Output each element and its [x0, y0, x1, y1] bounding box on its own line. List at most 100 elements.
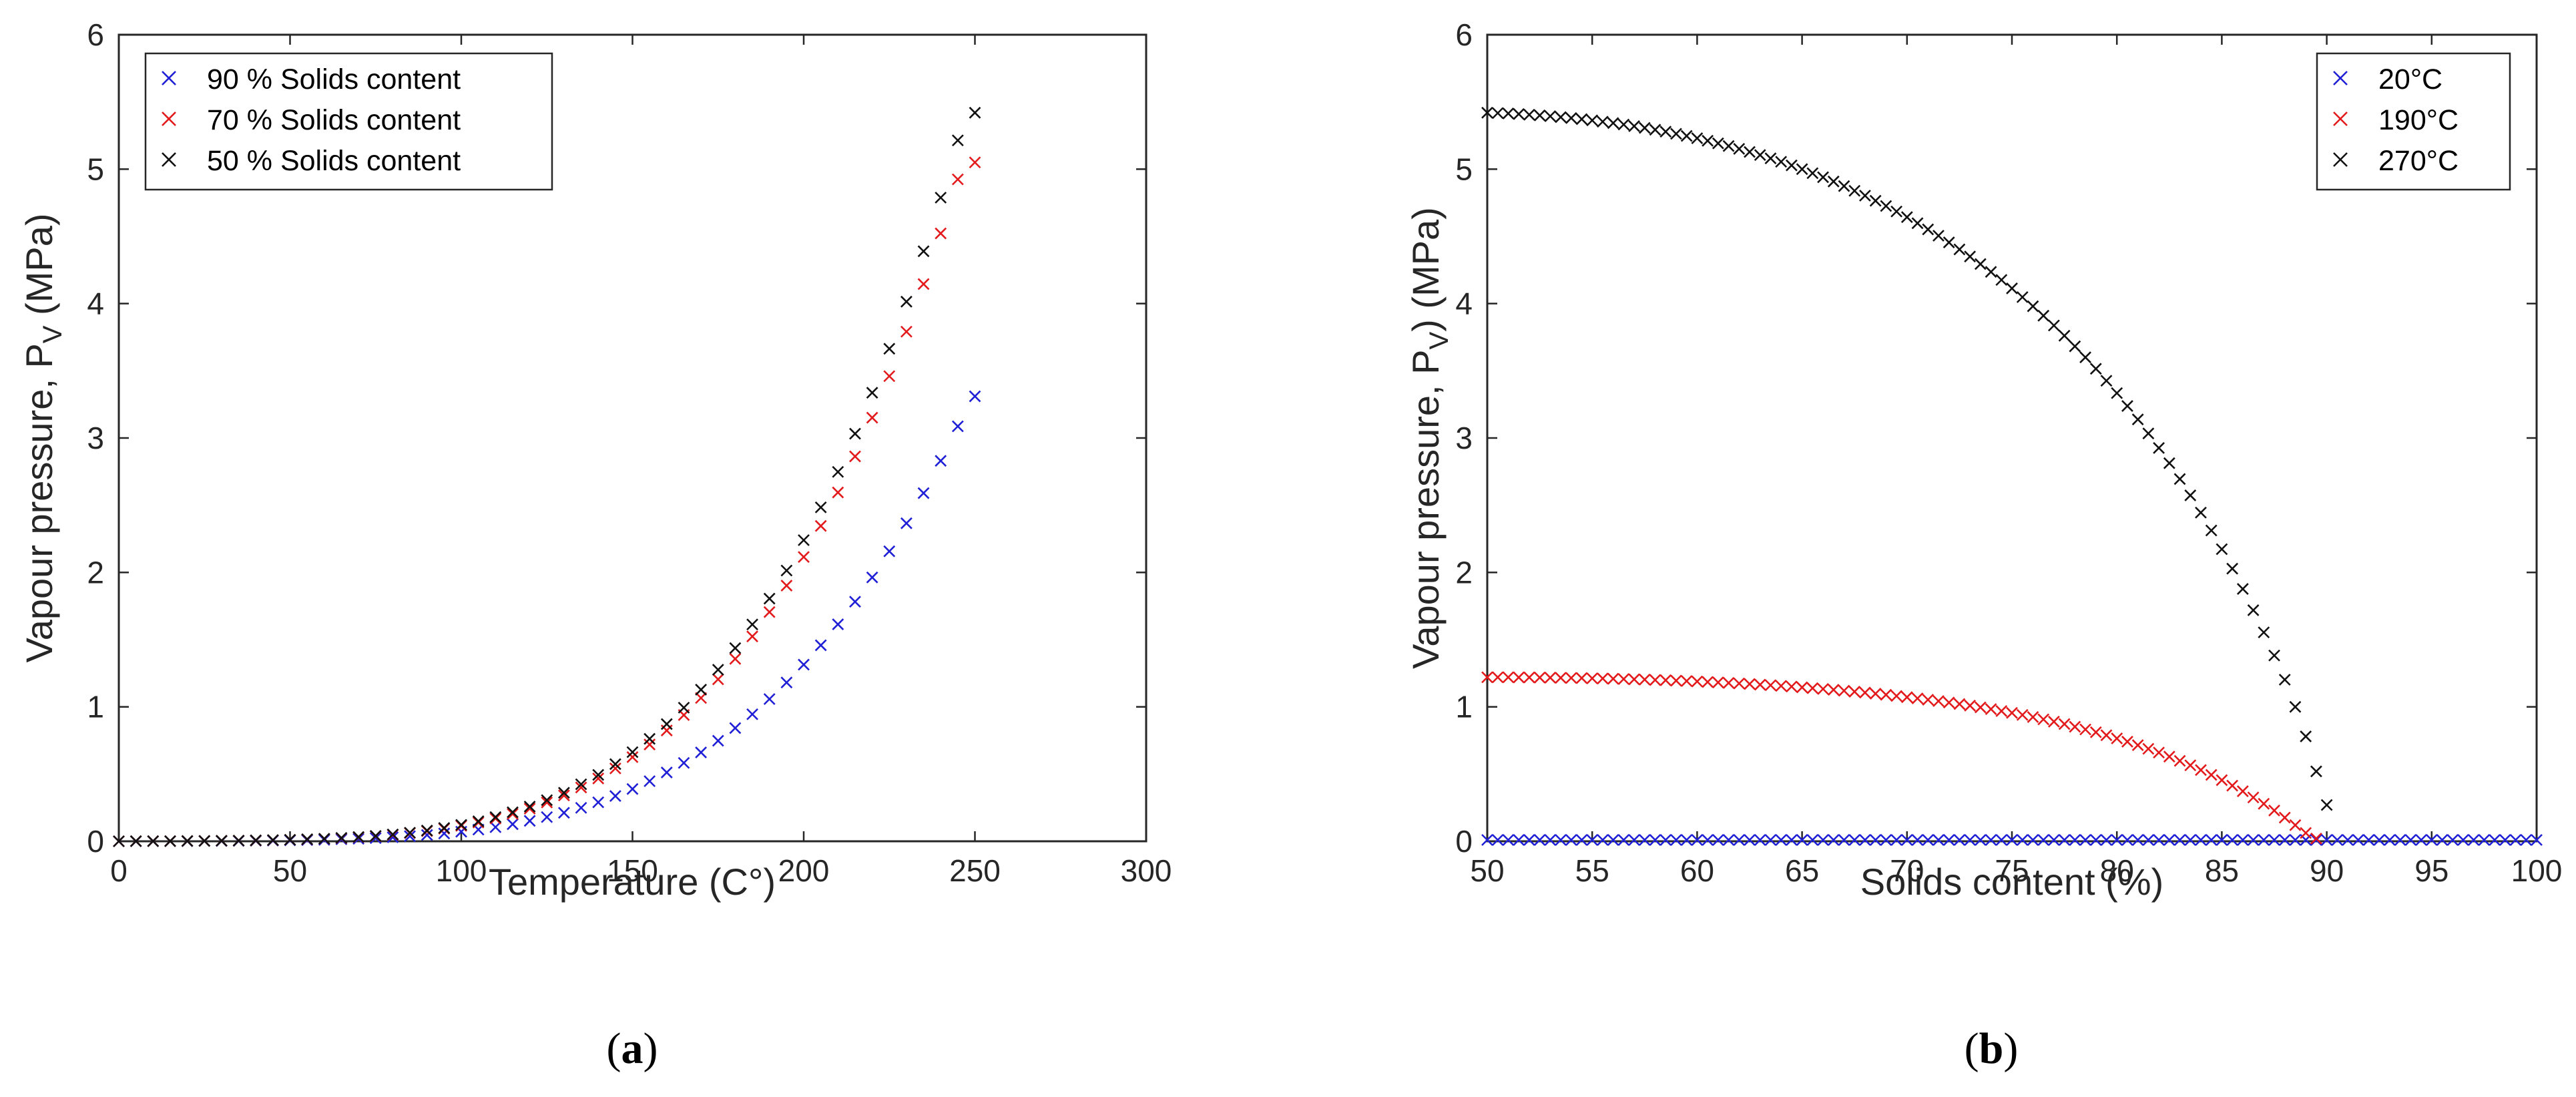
data-point	[2216, 774, 2228, 787]
data-point	[678, 701, 690, 714]
data-point	[1680, 675, 1693, 687]
data-point	[643, 775, 656, 787]
data-point	[2100, 729, 2113, 742]
data-point	[523, 801, 536, 813]
series-2-markers	[1481, 671, 2322, 845]
data-point	[557, 787, 570, 799]
data-point	[1597, 672, 1609, 685]
data-point	[2027, 300, 2039, 312]
data-point	[1859, 686, 1871, 699]
data-point	[1869, 834, 1882, 846]
data-point	[866, 387, 878, 399]
data-point	[2089, 726, 2102, 738]
data-point	[900, 295, 913, 308]
data-point	[2121, 400, 2133, 413]
data-point	[849, 427, 861, 440]
data-point	[609, 790, 621, 803]
chart-b-legend-label-2: 190°C	[2378, 104, 2459, 136]
data-point	[866, 411, 878, 424]
data-point	[798, 551, 810, 564]
data-point	[1974, 834, 1987, 846]
data-point	[1964, 699, 1977, 712]
data-point	[2278, 834, 2291, 846]
data-point	[557, 789, 570, 802]
data-point	[2310, 833, 2322, 845]
data-point	[1659, 126, 1672, 138]
data-point	[660, 766, 673, 779]
data-point	[1638, 122, 1651, 134]
data-point	[1555, 111, 1567, 124]
data-point	[935, 455, 947, 467]
data-point	[1744, 146, 1756, 158]
data-point	[1953, 698, 1966, 710]
data-point	[2205, 834, 2218, 846]
data-point	[2394, 834, 2406, 846]
data-point	[1565, 834, 1577, 846]
data-point	[2247, 791, 2260, 804]
chart-a: 0 50 100 150 200 250 300 0 1 2 3 4 5 6 Temperature (…	[18, 17, 1172, 1073]
data-point	[712, 664, 724, 676]
data-point	[2258, 797, 2270, 810]
data-point	[1817, 171, 1829, 184]
data-point	[1617, 834, 1630, 846]
data-point	[2131, 834, 2144, 846]
data-point	[1859, 190, 1871, 202]
data-point	[1513, 671, 1525, 684]
data-point	[2300, 827, 2312, 839]
data-point	[849, 450, 861, 463]
data-point	[2320, 799, 2333, 811]
data-point	[969, 156, 981, 169]
data-point	[2079, 834, 2091, 846]
data-point	[2153, 441, 2165, 454]
data-point	[1859, 834, 1871, 846]
data-point	[2205, 524, 2218, 537]
data-point	[1922, 834, 1935, 846]
data-point	[541, 796, 553, 809]
data-point	[763, 592, 776, 605]
x-tick-label: 80	[2100, 853, 2134, 888]
data-point	[2373, 834, 2386, 846]
data-point	[1523, 108, 1535, 121]
x-tick-label: 300	[1121, 853, 1172, 888]
data-point	[1649, 124, 1661, 136]
data-point	[2184, 489, 2197, 501]
y-tick-label: 5	[87, 152, 104, 186]
data-point	[1995, 834, 2008, 846]
x-tick-label: 0	[110, 853, 127, 888]
data-point	[2352, 834, 2364, 846]
data-point	[2236, 583, 2249, 596]
data-point	[592, 769, 605, 781]
data-point	[2268, 649, 2280, 662]
data-point	[1597, 834, 1609, 846]
data-point	[318, 833, 330, 845]
data-point	[1943, 696, 1955, 709]
data-point	[1617, 118, 1630, 131]
data-point	[2247, 834, 2260, 846]
data-point	[1691, 675, 1704, 688]
data-point	[1555, 834, 1567, 846]
data-point	[1533, 834, 1546, 846]
data-point	[883, 545, 896, 558]
data-point	[1670, 128, 1682, 140]
data-point	[2173, 473, 2186, 485]
data-point	[1575, 672, 1588, 684]
data-point	[2457, 834, 2469, 846]
data-point	[1764, 834, 1777, 846]
data-point	[1481, 834, 1493, 846]
data-point	[1922, 223, 1935, 236]
data-point	[1502, 671, 1515, 684]
data-point	[780, 564, 793, 577]
x-tick-label: 55	[1575, 853, 1609, 888]
data-point	[883, 370, 896, 383]
legend-marker-2	[162, 112, 176, 126]
chart-a-legend: 90 % Solids content 70 % Solids content …	[144, 52, 553, 191]
y-tick-label: 3	[1455, 421, 1473, 455]
data-point	[1555, 672, 1567, 684]
data-point	[301, 833, 314, 845]
data-point	[2278, 811, 2291, 824]
data-point	[729, 642, 742, 654]
y-tick-label: 4	[1455, 286, 1473, 321]
data-point	[130, 835, 142, 847]
data-point	[1985, 266, 1997, 278]
data-point	[1691, 132, 1704, 144]
